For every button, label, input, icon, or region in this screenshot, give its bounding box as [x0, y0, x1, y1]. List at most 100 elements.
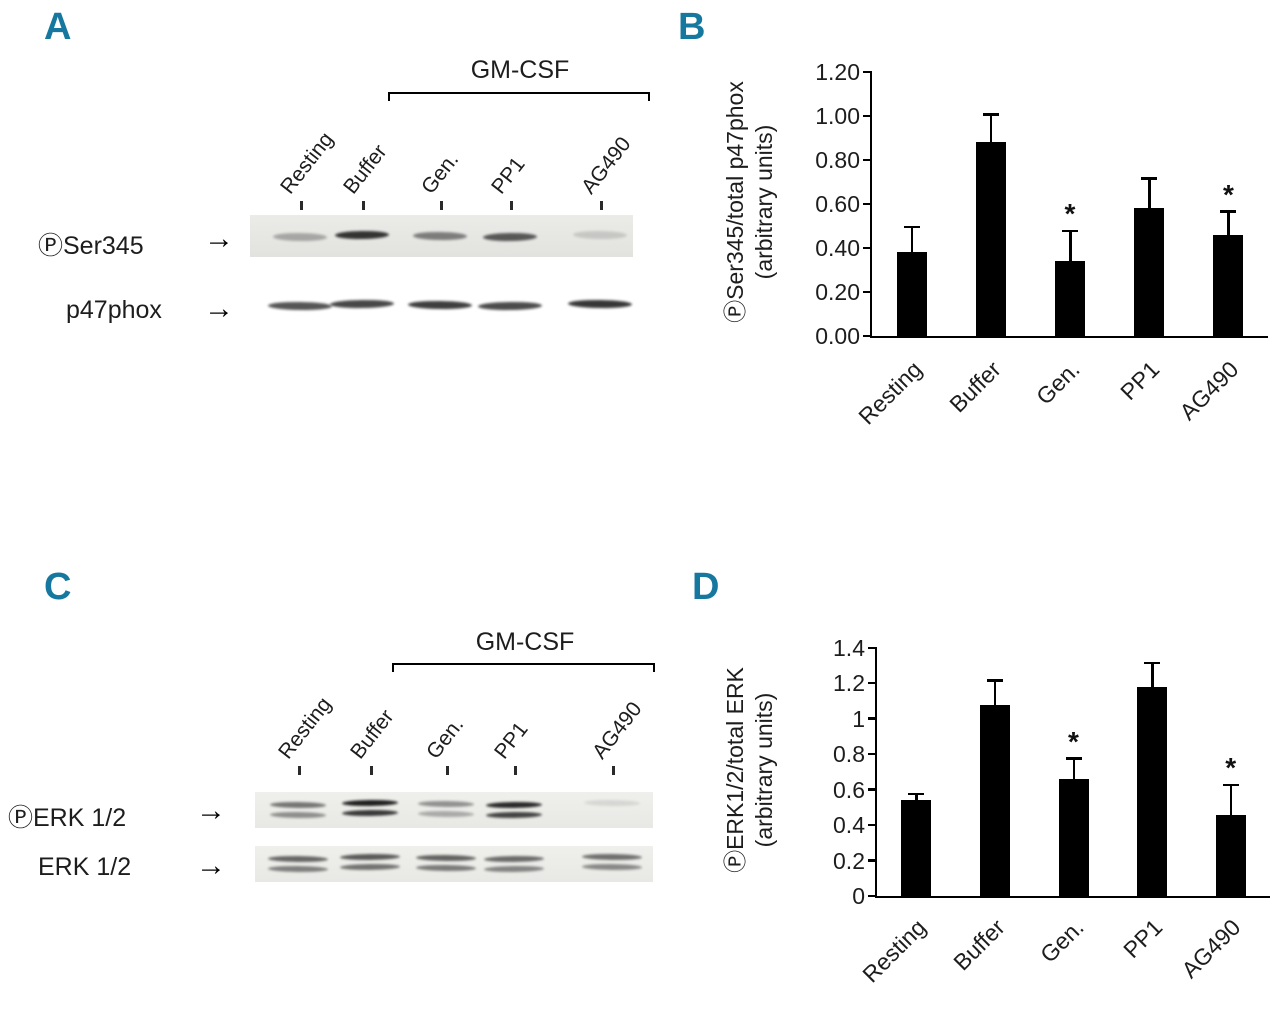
y-tick [868, 752, 877, 756]
blot-band [267, 855, 329, 863]
chart-d-y-axis-title: ⓅERK1/2/total ERK (arbitrary units) [721, 610, 779, 930]
error-bar [1148, 177, 1151, 209]
bar-gen [1058, 779, 1089, 896]
gmcsf-bracket-c [392, 663, 655, 672]
lane-labels-c: Resting Buffer Gen. PP1 AG490 [255, 663, 655, 775]
y-tick [868, 788, 877, 791]
lane-tick [446, 766, 449, 775]
y-axis-title-line: ⓅSer345/total p47phox [722, 81, 748, 323]
significance-marker: * [1225, 752, 1237, 784]
y-tick-label: 1.4 [833, 635, 865, 661]
lane-label-gen: Gen. [417, 148, 464, 199]
blot-band [581, 853, 643, 861]
y-tick-label: 1.2 [833, 670, 865, 697]
error-bar-cap [1144, 661, 1161, 665]
y-tick-label: 0.4 [833, 812, 865, 839]
x-category-label-ag490: AG490 [1174, 355, 1244, 425]
x-category-label-resting: Resting [857, 913, 932, 988]
y-tick-label: 0.2 [833, 847, 865, 874]
y-tick [868, 894, 877, 897]
significance-marker: * [1068, 725, 1079, 757]
x-category-label-buffer: Buffer [944, 355, 1006, 418]
blot-band [329, 299, 395, 309]
x-category-label-pp1: PP1 [1114, 355, 1165, 406]
blot-a-total-bands [252, 290, 633, 320]
lane-labels-a: Resting Buffer Gen. PP1 AG490 [250, 98, 640, 210]
y-tick [863, 334, 872, 337]
y-tick-label: 1 [852, 705, 865, 732]
x-category-label-buffer: Buffer [948, 913, 1010, 976]
error-bar-cap [1141, 177, 1158, 180]
blot-c-total-backdrop [255, 846, 653, 882]
bar-buffer [979, 704, 1010, 896]
blot-a-total-label: p47phox [66, 296, 162, 324]
blot-band [267, 865, 329, 873]
blot-band [477, 301, 543, 311]
bar-ag490 [1215, 814, 1246, 896]
y-tick-label: 0.60 [815, 191, 860, 217]
blot-band [269, 801, 327, 809]
blot-band [334, 230, 390, 240]
blot-c-phospho-backdrop [255, 792, 653, 828]
y-axis-title-line: ⓅERK1/2/total ERK [722, 667, 748, 873]
blot-band [407, 300, 473, 310]
blot-a-phospho-arrow-icon: → [204, 222, 234, 255]
error-bar-cap [982, 113, 999, 116]
y-tick [868, 646, 877, 649]
y-tick [863, 246, 872, 249]
lane-label-buffer: Buffer [339, 140, 392, 199]
error-bar [1069, 230, 1072, 262]
blot-c-total-bands [255, 846, 653, 882]
y-tick-label: 1.20 [815, 59, 860, 85]
panel-a-letter: A [44, 6, 73, 48]
chart-d-x-labels: Resting Buffer Gen. PP1 AG490 [858, 900, 1270, 1025]
y-tick [863, 158, 872, 161]
y-tick-label: 0 [852, 883, 865, 909]
y-tick [868, 681, 877, 685]
y-tick-label: 0.20 [815, 279, 860, 305]
chart-b-y-axis-title: ⓅSer345/total p47phox (arbitrary units) [721, 32, 779, 372]
blot-band [485, 801, 543, 809]
lane-tick [298, 766, 301, 775]
x-category-label-resting: Resting [852, 355, 927, 430]
panel-c-letter: C [44, 566, 73, 608]
lane-tick [370, 766, 373, 775]
blot-band [341, 809, 399, 817]
lane-tick [612, 766, 615, 775]
lane-label-resting: Resting [274, 693, 337, 764]
lane-label-ag490: AG490 [577, 132, 636, 199]
error-bar [989, 113, 993, 143]
blot-band [483, 865, 545, 873]
y-tick-label: 1.00 [815, 103, 860, 129]
blot-band [567, 299, 633, 309]
lane-tick [510, 201, 513, 210]
panel-b-letter: B [678, 6, 707, 48]
bar-resting [896, 252, 927, 336]
blot-band [269, 811, 327, 819]
lane-tick [362, 201, 365, 210]
x-category-label-gen: Gen. [1031, 355, 1085, 410]
y-tick-label: 0.00 [815, 323, 860, 349]
error-bar-cap [986, 679, 1003, 682]
blot-band [482, 232, 538, 242]
gmcsf-label-c: GM-CSF [475, 628, 575, 656]
bar-pp1 [1134, 208, 1165, 336]
y-tick-label: 0.6 [833, 776, 865, 803]
blot-band [581, 863, 643, 871]
lane-label-pp1: PP1 [487, 152, 530, 199]
y-tick [863, 290, 872, 293]
lane-label-buffer: Buffer [346, 705, 399, 764]
lane-tick [440, 201, 443, 210]
chart-b-plot-area: 1.20 1.00 0.80 0.60 0.40 0.20 0.00 * * [815, 59, 1268, 349]
error-bar-cap [903, 225, 920, 228]
error-bar-cap [1222, 783, 1239, 787]
y-axis-title-line: (arbitrary units) [751, 692, 777, 848]
blot-a-total-arrow-icon: → [204, 292, 234, 325]
gmcsf-label-a: GM-CSF [470, 56, 570, 84]
blot-c-total-arrow-icon: → [196, 849, 226, 882]
lane-label-ag490: AG490 [588, 697, 647, 764]
bar-pp1 [1137, 686, 1168, 896]
error-bar [910, 226, 914, 253]
blot-c-phospho-bands [255, 792, 653, 828]
